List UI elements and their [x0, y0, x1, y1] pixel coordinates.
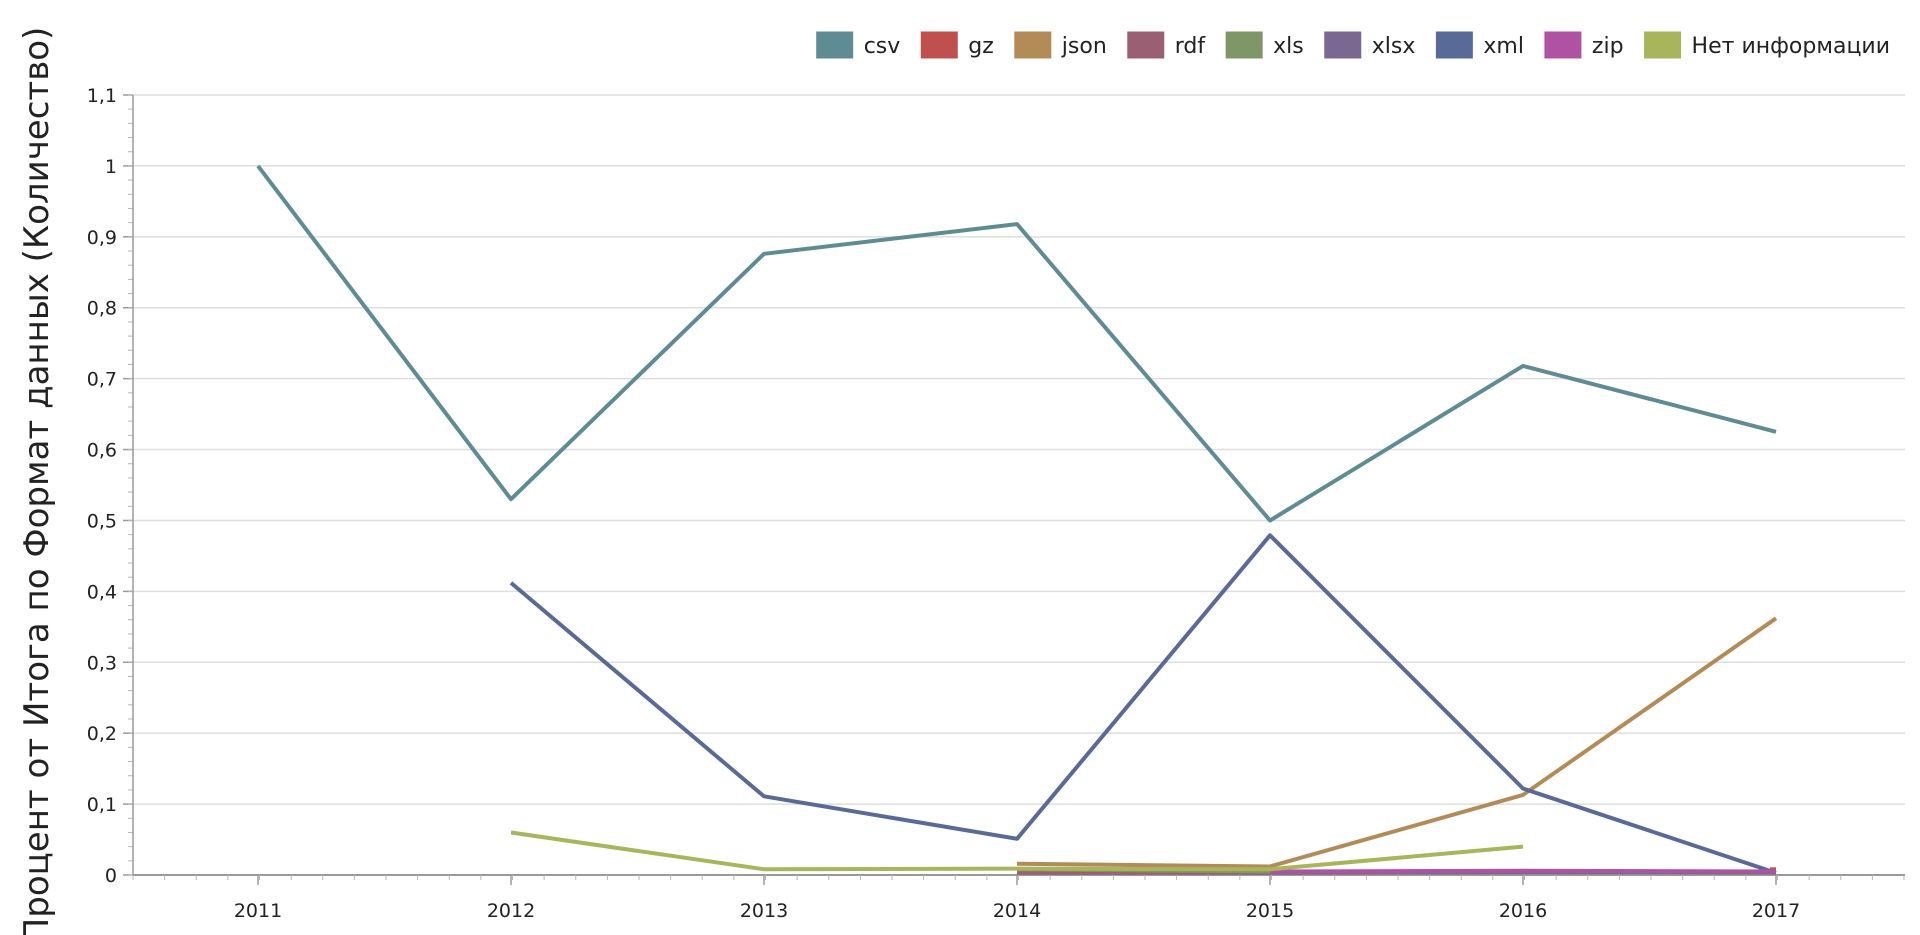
x-tick-label: 2012	[487, 900, 535, 922]
legend-swatch	[919, 30, 959, 60]
y-tick-label: 1	[105, 156, 117, 178]
axes: 0 0,1 0,2 0,3 0,4 0,5 0,6 0,7 0,8 0,9 1 1,1 2011 2012…	[87, 85, 1905, 922]
y-tick-label: 0,6	[87, 440, 117, 462]
series-lines	[256, 164, 1778, 875]
legend-swatch	[1126, 30, 1166, 60]
series-line-csv	[256, 164, 1777, 523]
legend-item-zip[interactable]: zip	[1543, 30, 1624, 60]
legend-item-gz[interactable]: gz	[919, 30, 994, 60]
series-line-zip	[1269, 868, 1777, 874]
y-tick-label: 0,8	[87, 298, 117, 320]
x-tick-label: 2015	[1246, 900, 1294, 922]
legend[interactable]: csv gz json rdf xls xlsx xml zip Нет информации	[815, 30, 1890, 60]
x-tick-label: 2016	[1499, 900, 1547, 922]
x-tick-label: 2013	[740, 900, 788, 922]
y-tick-label: 0,9	[87, 227, 117, 249]
legend-item-xml[interactable]: xml	[1434, 30, 1524, 60]
series-line-json	[1016, 616, 1778, 869]
legend-item-json[interactable]: json	[1013, 30, 1107, 60]
legend-item-xlsx[interactable]: xlsx	[1323, 30, 1416, 60]
series-line-xml	[509, 533, 1777, 875]
y-tick-label: 0,4	[87, 581, 117, 603]
legend-swatch	[1543, 30, 1583, 60]
legend-item-xls[interactable]: xls	[1224, 30, 1304, 60]
legend-label: gz	[968, 34, 994, 59]
legend-label: xls	[1273, 34, 1304, 59]
y-tick-label: 1,1	[87, 85, 117, 107]
legend-item-rdf[interactable]: rdf	[1126, 30, 1207, 60]
legend-swatch	[1434, 30, 1474, 60]
y-tick-label: 0	[105, 865, 117, 887]
legend-label: rdf	[1175, 34, 1207, 59]
legend-swatch	[1323, 30, 1363, 60]
legend-label: xml	[1483, 34, 1524, 59]
y-tick-label: 0,7	[87, 369, 117, 391]
legend-swatch	[1013, 30, 1053, 60]
x-tick-label: 2011	[234, 900, 282, 922]
series-line-Нет информации	[510, 830, 1524, 872]
legend-label: Нет информации	[1692, 34, 1890, 59]
y-tick-label: 0,5	[87, 510, 117, 532]
legend-item-csv[interactable]: csv	[815, 30, 901, 60]
y-axis-title: Процент от Итога по Формат данных (Колич…	[17, 27, 57, 935]
legend-item-Нет информации[interactable]: Нет информации	[1643, 30, 1890, 60]
y-tick-label: 0,1	[87, 794, 117, 816]
legend-swatch	[1224, 30, 1264, 60]
y-tick-label: 0,2	[87, 723, 117, 745]
x-tick-label: 2017	[1752, 900, 1800, 922]
legend-swatch	[1643, 30, 1683, 60]
legend-label: json	[1061, 34, 1107, 59]
legend-label: zip	[1592, 34, 1624, 59]
legend-label: xlsx	[1372, 34, 1416, 59]
gridlines	[133, 94, 1905, 805]
y-tick-label: 0,3	[87, 652, 117, 674]
x-tick-label: 2014	[993, 900, 1041, 922]
legend-swatch	[815, 30, 855, 60]
legend-label: csv	[864, 34, 901, 59]
